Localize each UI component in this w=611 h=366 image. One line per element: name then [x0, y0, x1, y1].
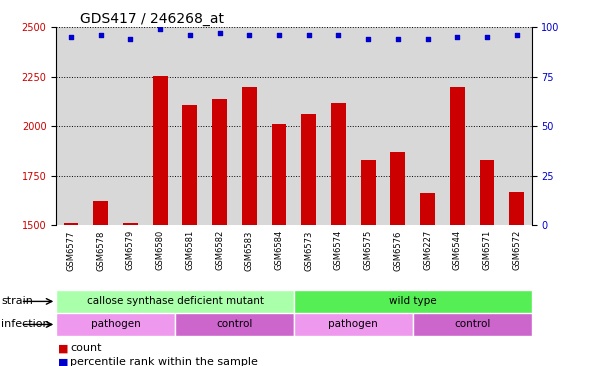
Point: [126, 36, 136, 42]
Point: [452, 34, 462, 40]
Bar: [242, 87, 257, 225]
Point: [482, 34, 492, 40]
Text: GSM6544: GSM6544: [453, 230, 462, 270]
Bar: [420, 194, 435, 225]
Bar: [294, 290, 532, 313]
Point: [512, 33, 522, 38]
Text: percentile rank within the sample: percentile rank within the sample: [70, 357, 258, 366]
Point: [66, 34, 76, 40]
Text: GSM6571: GSM6571: [483, 230, 491, 270]
Bar: [360, 160, 376, 225]
Text: callose synthase deficient mutant: callose synthase deficient mutant: [87, 296, 263, 306]
Bar: [301, 115, 316, 225]
Bar: [272, 124, 287, 225]
Point: [244, 33, 254, 38]
Text: GSM6577: GSM6577: [67, 230, 76, 270]
Bar: [64, 223, 78, 225]
Text: strain: strain: [1, 296, 33, 306]
Text: wild type: wild type: [389, 296, 436, 306]
Text: GSM6575: GSM6575: [364, 230, 373, 270]
Point: [334, 33, 343, 38]
Text: GSM6576: GSM6576: [393, 230, 403, 270]
Bar: [56, 313, 175, 336]
Bar: [390, 152, 405, 225]
Text: pathogen: pathogen: [329, 320, 378, 329]
Bar: [123, 223, 138, 225]
Bar: [294, 313, 413, 336]
Bar: [510, 193, 524, 225]
Text: GSM6584: GSM6584: [274, 230, 284, 270]
Bar: [450, 87, 465, 225]
Text: GSM6573: GSM6573: [304, 230, 313, 270]
Point: [304, 33, 313, 38]
Bar: [93, 201, 108, 225]
Text: GSM6580: GSM6580: [156, 230, 165, 270]
Bar: [56, 290, 294, 313]
Bar: [175, 313, 294, 336]
Text: GSM6583: GSM6583: [245, 230, 254, 270]
Bar: [153, 76, 167, 225]
Bar: [331, 102, 346, 225]
Point: [185, 33, 195, 38]
Text: ■: ■: [58, 343, 68, 354]
Bar: [480, 160, 494, 225]
Text: GDS417 / 246268_at: GDS417 / 246268_at: [80, 12, 224, 26]
Text: GSM6578: GSM6578: [97, 230, 105, 270]
Text: control: control: [216, 320, 253, 329]
Text: GSM6572: GSM6572: [512, 230, 521, 270]
Text: ■: ■: [58, 357, 68, 366]
Point: [274, 33, 284, 38]
Text: GSM6582: GSM6582: [215, 230, 224, 270]
Text: pathogen: pathogen: [91, 320, 141, 329]
Text: GSM6227: GSM6227: [423, 230, 432, 270]
Point: [364, 36, 373, 42]
Point: [96, 33, 106, 38]
Point: [214, 30, 224, 36]
Text: GSM6579: GSM6579: [126, 230, 135, 270]
Bar: [212, 98, 227, 225]
Text: GSM6574: GSM6574: [334, 230, 343, 270]
Text: infection: infection: [1, 320, 50, 329]
Bar: [183, 105, 197, 225]
Text: count: count: [70, 343, 102, 354]
Point: [393, 36, 403, 42]
Bar: [413, 313, 532, 336]
Point: [155, 26, 165, 32]
Point: [423, 36, 433, 42]
Text: GSM6581: GSM6581: [185, 230, 194, 270]
Text: control: control: [454, 320, 491, 329]
